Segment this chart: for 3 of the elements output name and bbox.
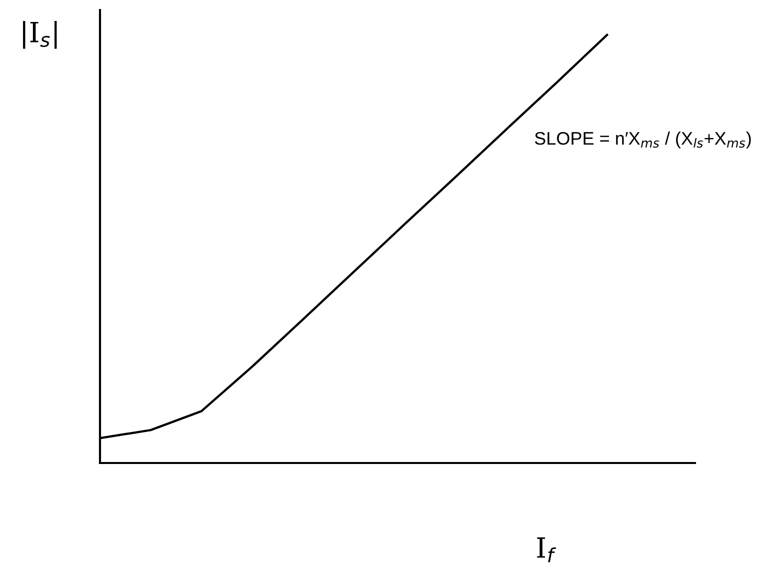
y-axis-title: |I$_{s}$|	[23, 20, 57, 49]
x-axis-title: I$_{f}$	[537, 537, 556, 562]
annotation: SLOPE = n′X$_{ms}$ / (X$_{ls}$+X$_{ms}$)	[534, 132, 751, 148]
